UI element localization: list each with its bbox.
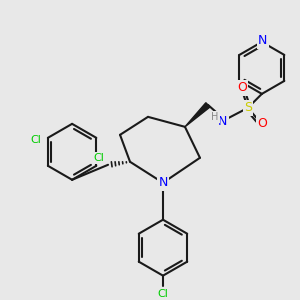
Text: Cl: Cl	[158, 289, 168, 298]
Polygon shape	[185, 103, 210, 127]
Text: Cl: Cl	[31, 135, 41, 145]
Text: S: S	[244, 101, 252, 114]
Text: O: O	[257, 117, 267, 130]
Text: Cl: Cl	[93, 153, 104, 163]
Text: O: O	[237, 81, 247, 94]
Text: N: N	[218, 115, 228, 128]
Text: N: N	[158, 176, 168, 189]
Text: N: N	[258, 34, 268, 47]
Text: H: H	[211, 112, 219, 122]
